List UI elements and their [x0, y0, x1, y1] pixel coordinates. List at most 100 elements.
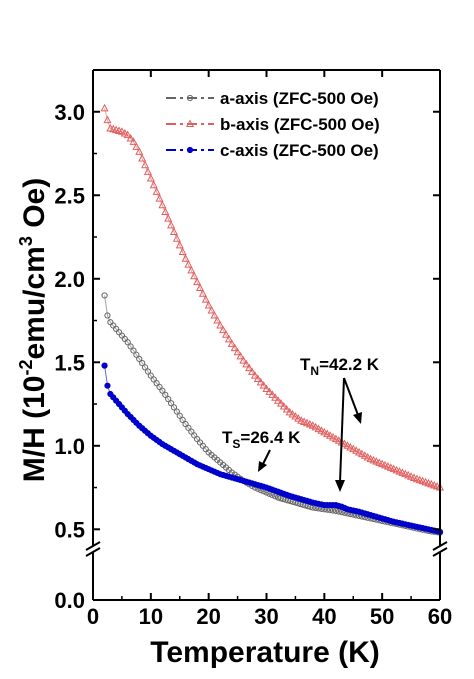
data-point: [311, 422, 320, 431]
series-1: [100, 103, 445, 491]
data-point: [101, 362, 108, 369]
data-point: [147, 372, 154, 379]
data-point: [317, 426, 326, 434]
data-point: [165, 395, 172, 403]
data-point: [213, 315, 222, 324]
axis-break-mark-right-0: [432, 541, 448, 551]
y-tick-label: 0.0: [54, 588, 85, 613]
x-tick-label: 30: [254, 604, 278, 629]
data-point: [104, 382, 111, 389]
y-tick-label: 0.5: [54, 517, 85, 542]
data-point: [349, 444, 358, 453]
data-point: [126, 133, 135, 142]
data-point: [167, 400, 175, 407]
x-axis-title: Temperature (K): [150, 636, 379, 669]
legend-label: b-axis (ZFC-500 Oe): [220, 115, 380, 134]
data-point: [184, 260, 193, 268]
data-point: [346, 442, 355, 451]
data-point: [188, 428, 195, 435]
data-point: [164, 214, 173, 222]
tn-arrow-head-lower: [335, 480, 345, 492]
data-point: [162, 391, 169, 398]
data-point: [167, 220, 176, 229]
data-point: [182, 420, 189, 428]
data-point: [120, 128, 129, 137]
y-title-middle: emu/cm: [18, 246, 51, 359]
data-point: [100, 103, 109, 112]
legend-entry-1: b-axis (ZFC-500 Oe): [166, 115, 380, 134]
data-point: [360, 451, 369, 459]
legend-marker: [186, 94, 194, 102]
data-point: [173, 408, 180, 415]
series-0: [101, 292, 444, 536]
y-tick-label: 3.0: [54, 100, 85, 125]
data-point: [328, 432, 338, 441]
data-point: [256, 377, 265, 386]
data-point: [139, 360, 146, 367]
data-point: [181, 254, 190, 262]
data-point: [340, 439, 349, 448]
data-point: [103, 115, 112, 124]
data-point: [123, 130, 132, 139]
ts-arrow-head: [258, 461, 267, 472]
data-point: [236, 351, 245, 360]
data-point: [352, 446, 361, 454]
legend-label: a-axis (ZFC-500 Oe): [220, 89, 379, 108]
data-point: [175, 240, 184, 249]
data-point: [198, 289, 207, 297]
data-point: [136, 355, 143, 363]
data-point: [245, 363, 254, 372]
data-point: [155, 194, 164, 202]
x-tick-label: 40: [312, 604, 336, 629]
data-point: [135, 147, 144, 155]
data-point: [176, 412, 183, 419]
data-point: [331, 434, 340, 443]
data-point: [224, 334, 233, 343]
axis-break-mark-right-1: [432, 547, 448, 557]
data-point: [282, 404, 291, 413]
data-point: [146, 173, 155, 182]
legend: a-axis (ZFC-500 Oe) b-axis (ZFC-500 Oe) c-…: [166, 89, 380, 160]
data-point: [253, 374, 262, 382]
data-point: [221, 330, 231, 338]
tn-arrow-line-upper: [343, 377, 359, 416]
x-tick-label: 60: [428, 604, 452, 629]
data-point: [201, 295, 210, 303]
data-point: [259, 381, 268, 389]
data-point: [191, 432, 198, 439]
data-point: [323, 429, 332, 438]
data-point: [193, 277, 202, 286]
data-point: [129, 137, 138, 145]
x-tick-label: 0: [87, 604, 99, 629]
data-point: [230, 343, 239, 352]
data-point: [138, 153, 147, 162]
data-point: [274, 396, 283, 404]
data-point: [210, 310, 219, 319]
data-point: [159, 387, 166, 394]
data-point: [291, 411, 300, 420]
ts-symbol: T: [222, 428, 233, 447]
data-point: [207, 305, 216, 314]
y-tick-label: 2.0: [54, 267, 85, 292]
data-point: [187, 265, 196, 274]
data-point: [250, 371, 259, 379]
data-point: [268, 390, 277, 398]
data-point: [132, 142, 141, 150]
data-point: [285, 407, 294, 416]
legend-entry-0: a-axis (ZFC-500 Oe): [166, 89, 379, 108]
data-point: [153, 380, 160, 387]
data-point: [141, 364, 149, 371]
data-point: [248, 367, 257, 375]
legend-marker: [185, 119, 195, 127]
data-point: [156, 383, 163, 391]
data-point: [233, 347, 242, 356]
data-point: [216, 320, 225, 329]
data-point: [219, 325, 228, 334]
y-title-sup2: 3: [16, 236, 36, 246]
y-tick-label: 1.5: [54, 350, 85, 375]
data-point: [190, 271, 199, 280]
tn-arrow-head-upper: [353, 412, 362, 424]
y-title-sup1: -2: [16, 360, 36, 376]
data-point: [334, 436, 343, 444]
data-point: [242, 359, 251, 368]
